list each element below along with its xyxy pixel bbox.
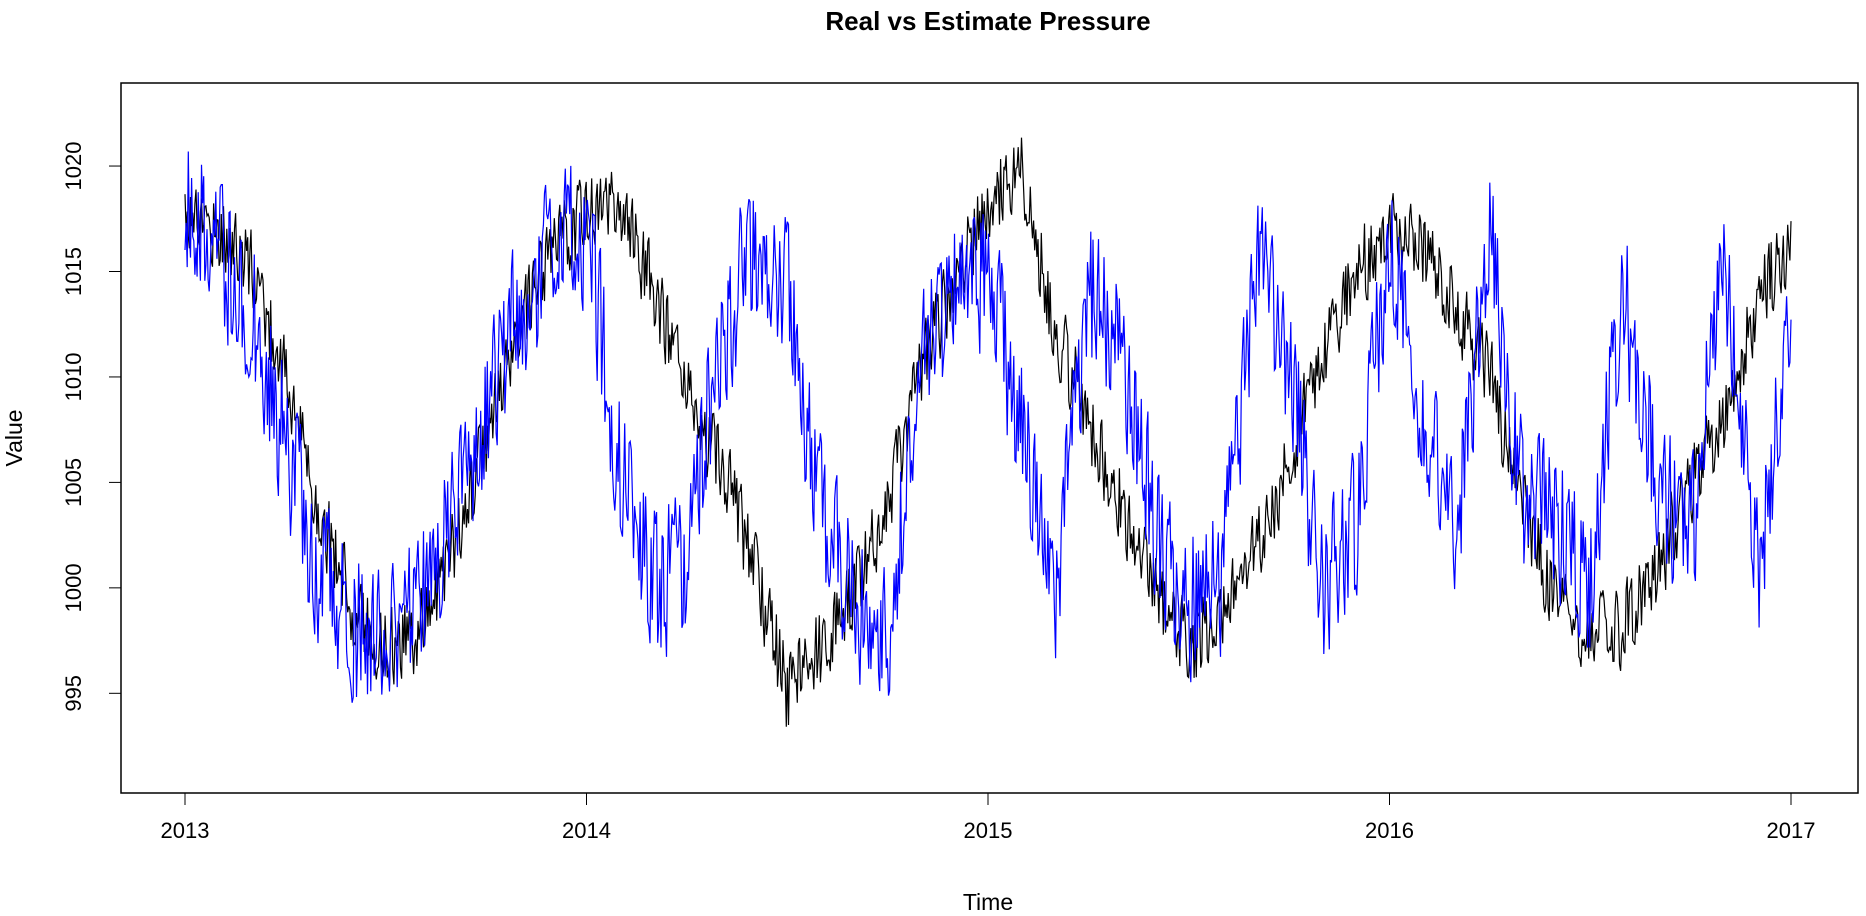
y-tick-label: 1020 xyxy=(61,142,86,191)
y-tick-label: 995 xyxy=(61,675,86,712)
y-tick-label: 1000 xyxy=(61,563,86,612)
x-tick-label: 2015 xyxy=(964,818,1013,843)
x-tick-label: 2013 xyxy=(161,818,210,843)
x-tick-label: 2014 xyxy=(562,818,611,843)
x-tick-label: 2017 xyxy=(1767,818,1816,843)
y-axis: 995 1000 1005 1010 1015 1020 xyxy=(61,142,121,712)
y-axis-label: Value xyxy=(1,409,27,466)
y-tick-label: 1010 xyxy=(61,352,86,401)
chart-title: Real vs Estimate Pressure xyxy=(825,6,1150,36)
y-tick-label: 1005 xyxy=(61,458,86,507)
y-tick-label: 1015 xyxy=(61,247,86,296)
series-layer xyxy=(184,137,1792,727)
x-axis: 2013 2014 2015 2016 2017 xyxy=(161,792,1816,843)
series-line-blue xyxy=(184,151,1792,703)
x-axis-label: Time xyxy=(963,889,1013,915)
x-tick-label: 2016 xyxy=(1365,818,1414,843)
series-line-black xyxy=(184,137,1792,727)
